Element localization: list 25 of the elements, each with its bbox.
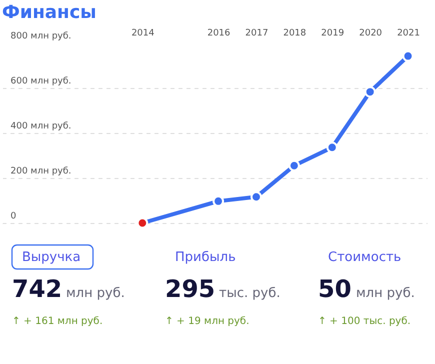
text: Прибыль [175, 250, 236, 265]
x-tick-label: 2014 [131, 28, 155, 38]
y-tick-label: 800 млн руб. [10, 32, 72, 42]
text: ↑ + 161 млн руб. [12, 316, 103, 327]
x-tick-label: 2018 [283, 28, 306, 38]
chart-title: Финансы [2, 2, 96, 23]
text: 295 [165, 275, 216, 303]
text: 50 [318, 275, 352, 303]
y-tick-label: 200 млн руб. [10, 166, 72, 176]
text: млн руб. [66, 286, 125, 301]
text: ↑ + 19 млн руб. [165, 316, 250, 327]
x-tick-label: 2020 [359, 28, 382, 38]
x-tick-label: 2021 [397, 28, 420, 38]
text: тыс. руб. [219, 286, 280, 301]
y-tick-label: 0 [10, 212, 16, 222]
text: млн руб. [356, 286, 415, 301]
x-tick-label: 2019 [321, 28, 344, 38]
x-tick-label: 2017 [245, 28, 268, 38]
text: Выручка [22, 250, 81, 265]
text: Стоимость [328, 250, 402, 265]
y-tick-label: 400 млн руб. [10, 122, 72, 132]
text: 742 [12, 275, 62, 303]
text: ↑ + 100 тыс. руб. [318, 316, 411, 327]
y-tick-label: 600 млн руб. [10, 76, 72, 86]
x-tick-label: 2016 [207, 28, 231, 38]
